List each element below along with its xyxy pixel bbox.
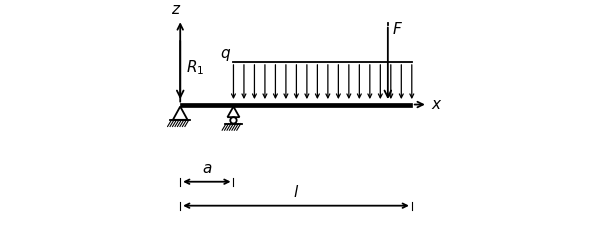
Text: z: z [172,2,179,17]
Text: q: q [220,46,229,61]
Text: x: x [432,97,441,112]
Text: a: a [202,161,212,176]
Text: l: l [294,185,298,200]
Text: F: F [392,22,401,37]
Text: $R_1$: $R_1$ [186,58,205,77]
Bar [180,103,412,106]
